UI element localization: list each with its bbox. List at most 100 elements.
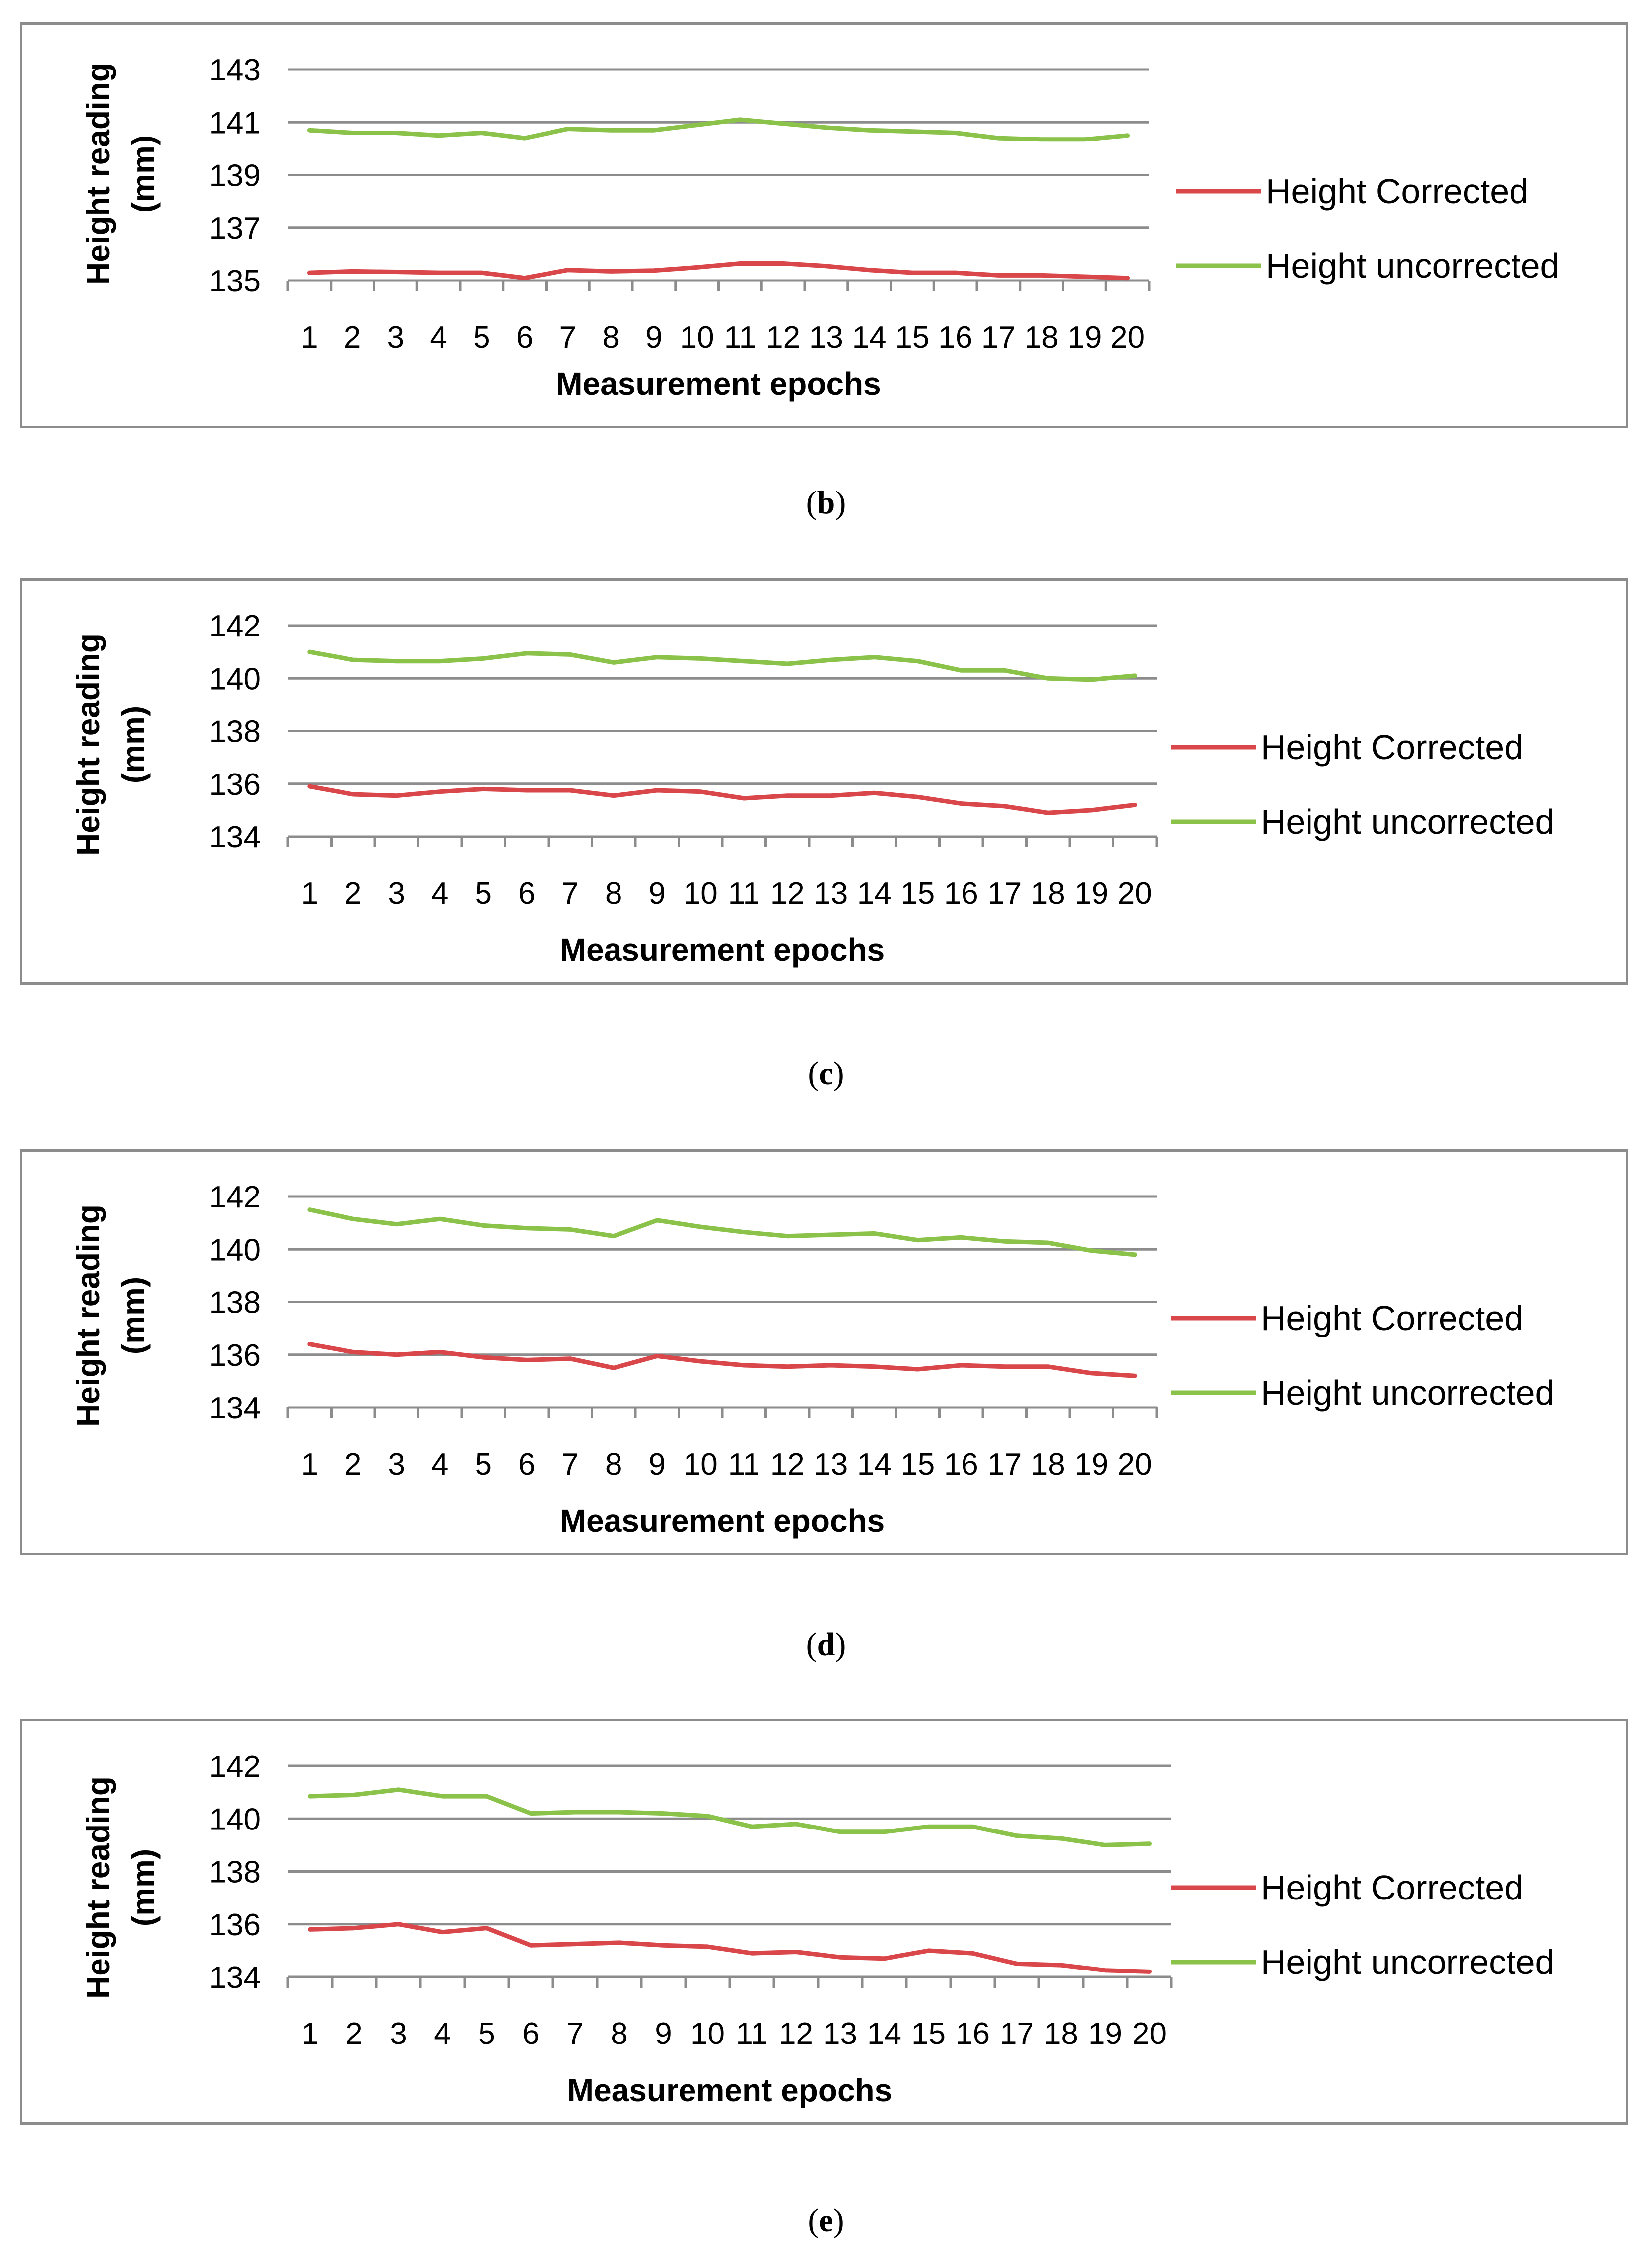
legend-label-height-uncorrected: Height uncorrected — [1261, 802, 1554, 841]
y-axis-title-line1: Height reading — [80, 63, 116, 285]
legend-label-height-corrected: Height Corrected — [1261, 1868, 1523, 1907]
x-tick-label: 17 — [1000, 2017, 1034, 2051]
y-tick-label: 139 — [209, 159, 261, 193]
y-axis-title-line2: (mm) — [125, 135, 161, 212]
series-line-height-uncorrected — [307, 649, 1137, 682]
series-line-height-uncorrected — [307, 1207, 1137, 1257]
legend-label-height-uncorrected: Height uncorrected — [1261, 1943, 1554, 1981]
x-tick-label: 7 — [562, 1447, 579, 1481]
x-tick-label: 19 — [1088, 2017, 1122, 2051]
series-line-height-corrected — [307, 1342, 1137, 1378]
caption-letter: e — [819, 2202, 833, 2239]
chart-frame-e — [20, 1719, 1628, 2125]
x-tick-label: 20 — [1118, 1447, 1152, 1481]
x-tick-label: 11 — [728, 876, 760, 911]
legend-label-height-uncorrected: Height uncorrected — [1266, 246, 1559, 285]
x-tick-label: 19 — [1067, 320, 1101, 354]
caption-letter: d — [817, 1626, 835, 1663]
x-tick-label: 17 — [987, 876, 1022, 911]
x-tick-label: 2 — [345, 2017, 362, 2051]
x-tick-label: 18 — [1044, 2017, 1078, 2051]
x-tick-label: 6 — [516, 320, 533, 354]
x-tick-label: 13 — [814, 1447, 848, 1481]
x-tick-label: 11 — [728, 1447, 760, 1481]
caption-e: (e) — [808, 2202, 844, 2239]
x-tick-label: 2 — [344, 320, 361, 354]
y-tick-label: 141 — [209, 106, 261, 140]
y-axis-title-line2: (mm) — [115, 1277, 151, 1354]
x-tick-label: 16 — [956, 2017, 990, 2051]
x-tick-label: 10 — [690, 2017, 725, 2051]
y-axis-title-line1: Height reading — [80, 1776, 116, 1999]
x-tick-label: 7 — [566, 2017, 583, 2051]
x-tick-label: 16 — [938, 320, 972, 354]
x-tick-label: 14 — [867, 2017, 901, 2051]
x-tick-label: 20 — [1132, 2017, 1167, 2051]
x-tick-label: 15 — [895, 320, 929, 354]
legend-label-height-corrected: Height Corrected — [1261, 728, 1523, 767]
x-tick-label: 6 — [518, 876, 535, 911]
x-tick-label: 15 — [900, 1447, 935, 1481]
x-tick-label: 16 — [944, 1447, 978, 1481]
x-tick-label: 8 — [611, 2017, 627, 2051]
series-line-height-uncorrected — [308, 1787, 1152, 1847]
x-tick-label: 10 — [684, 1447, 718, 1481]
x-tick-label: 14 — [857, 1447, 892, 1481]
y-tick-label: 142 — [209, 1180, 261, 1214]
y-tick-label: 137 — [209, 211, 261, 246]
x-tick-label: 3 — [390, 2017, 407, 2051]
x-tick-label: 5 — [475, 876, 492, 911]
x-tick-label: 14 — [852, 320, 887, 354]
y-tick-label: 134 — [209, 820, 261, 854]
series-line-height-corrected — [307, 784, 1137, 815]
x-axis-title: Measurement epochs — [560, 932, 885, 968]
y-tick-label: 136 — [209, 768, 261, 802]
legend-label-height-corrected: Height Corrected — [1266, 172, 1528, 211]
x-tick-label: 8 — [605, 1447, 622, 1481]
x-tick-label: 1 — [301, 2017, 318, 2051]
x-tick-label: 2 — [344, 1447, 361, 1481]
y-axis-title-line1: Height reading — [70, 633, 106, 856]
x-axis-title: Measurement epochs — [556, 366, 881, 402]
y-tick-label: 140 — [209, 1233, 261, 1267]
x-axis-title: Measurement epochs — [567, 2072, 892, 2108]
caption-b: (b) — [806, 485, 846, 521]
x-tick-label: 3 — [388, 876, 405, 911]
x-tick-label: 20 — [1118, 876, 1152, 911]
x-tick-label: 7 — [562, 876, 579, 911]
x-tick-label: 4 — [434, 2017, 451, 2051]
caption-letter: c — [819, 1055, 833, 1092]
x-tick-label: 19 — [1074, 1447, 1108, 1481]
x-tick-label: 8 — [602, 320, 619, 354]
x-tick-label: 11 — [736, 2017, 767, 2051]
y-axis-title: Height reading (mm) — [80, 63, 161, 285]
y-tick-label: 142 — [209, 609, 261, 643]
legend-label-height-uncorrected: Height uncorrected — [1261, 1373, 1554, 1412]
y-tick-label: 138 — [209, 1855, 261, 1890]
y-tick-label: 140 — [209, 1802, 261, 1836]
x-tick-label: 2 — [344, 876, 361, 911]
x-tick-label: 4 — [430, 320, 447, 354]
x-tick-label: 13 — [823, 2017, 857, 2051]
caption-d: (d) — [806, 1626, 846, 1663]
x-tick-label: 4 — [431, 876, 448, 911]
x-tick-label: 18 — [1031, 876, 1065, 911]
series-line-height-corrected — [307, 261, 1130, 281]
y-tick-label: 134 — [209, 1391, 261, 1425]
x-tick-label: 18 — [1025, 320, 1059, 354]
chart-frame-c — [20, 578, 1628, 985]
x-tick-label: 15 — [900, 876, 935, 911]
x-tick-label: 8 — [605, 876, 622, 911]
x-tick-label: 12 — [779, 2017, 813, 2051]
x-tick-label: 20 — [1110, 320, 1145, 354]
x-tick-label: 10 — [684, 876, 718, 911]
y-tick-label: 136 — [209, 1338, 261, 1373]
y-tick-label: 140 — [209, 662, 261, 696]
y-axis-title-line2: (mm) — [115, 706, 151, 783]
x-tick-label: 15 — [911, 2017, 946, 2051]
x-axis-title: Measurement epochs — [560, 1503, 885, 1539]
x-tick-label: 5 — [473, 320, 490, 354]
